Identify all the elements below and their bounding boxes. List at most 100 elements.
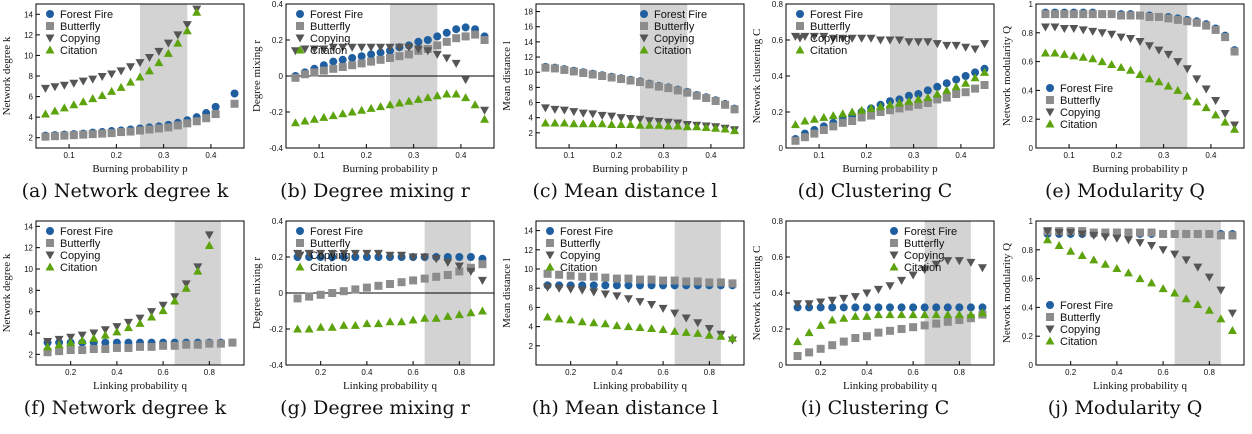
data-point bbox=[578, 119, 588, 128]
data-point bbox=[624, 274, 633, 283]
data-point bbox=[88, 94, 98, 103]
data-point bbox=[1216, 231, 1225, 240]
data-point bbox=[43, 342, 53, 351]
y-tick-label: 0.2 bbox=[272, 253, 284, 262]
axes-frame bbox=[535, 220, 745, 366]
legend-label: Copying bbox=[310, 33, 350, 45]
data-point bbox=[442, 28, 451, 37]
data-point bbox=[543, 312, 553, 321]
y-tick-label: 1 bbox=[1029, 0, 1034, 9]
data-point bbox=[98, 129, 107, 138]
data-point bbox=[329, 57, 338, 66]
x-tick-label: 0.4 bbox=[705, 151, 717, 160]
data-point bbox=[1135, 70, 1145, 79]
legend-label: Citation bbox=[1060, 119, 1097, 131]
legend-label: Butterfly bbox=[310, 238, 351, 250]
data-point bbox=[163, 39, 173, 48]
data-point bbox=[300, 116, 310, 125]
data-point bbox=[791, 136, 800, 145]
legend-label: Forest Fire bbox=[60, 9, 113, 21]
data-point bbox=[579, 68, 588, 77]
y-tick-label: 10 bbox=[24, 265, 33, 274]
legend-marker bbox=[45, 262, 55, 271]
data-point bbox=[839, 303, 848, 312]
data-point bbox=[897, 276, 907, 285]
chart-panel-3: 0.1 0.2 0.3 0.4 2 4 6 8 10 12 14 16 18 Burning probab… bbox=[500, 0, 750, 217]
data-point bbox=[540, 118, 550, 127]
data-point bbox=[1126, 65, 1136, 74]
data-point bbox=[904, 96, 914, 105]
y-tick-label: 16 bbox=[524, 23, 533, 32]
data-point bbox=[367, 50, 376, 59]
legend-marker bbox=[1046, 313, 1054, 321]
axes-frame bbox=[535, 3, 745, 149]
data-point bbox=[978, 303, 987, 312]
data-point bbox=[395, 52, 404, 61]
data-point bbox=[904, 102, 913, 111]
data-point bbox=[1173, 58, 1183, 67]
data-point bbox=[721, 100, 730, 109]
data-point bbox=[636, 78, 644, 87]
data-point bbox=[612, 292, 622, 301]
data-point bbox=[612, 281, 621, 290]
data-point bbox=[1211, 96, 1221, 105]
data-point bbox=[136, 342, 144, 351]
data-point bbox=[1182, 229, 1191, 238]
data-point bbox=[954, 310, 964, 319]
data-point bbox=[897, 303, 906, 312]
data-point bbox=[955, 316, 964, 324]
data-point bbox=[466, 263, 475, 272]
y-tick-label: 0.2 bbox=[1022, 332, 1034, 341]
data-point bbox=[362, 249, 372, 258]
data-point bbox=[154, 47, 164, 56]
data-point bbox=[716, 331, 726, 340]
y-tick-label: 0.4 bbox=[772, 289, 784, 298]
highlight-band bbox=[674, 221, 721, 365]
data-point bbox=[126, 77, 136, 86]
legend-marker bbox=[295, 262, 305, 271]
data-point bbox=[183, 119, 192, 128]
data-point bbox=[654, 82, 663, 91]
data-point bbox=[645, 80, 654, 89]
legend-marker bbox=[889, 251, 899, 260]
legend-label: Citation bbox=[310, 262, 347, 274]
data-point bbox=[873, 310, 883, 319]
data-point bbox=[635, 298, 645, 307]
data-point bbox=[89, 329, 99, 338]
chart-caption: (d) Clustering C bbox=[797, 180, 953, 202]
data-point bbox=[211, 110, 220, 119]
legend-label: Copying bbox=[1060, 324, 1100, 336]
x-tick-label: 0.3 bbox=[908, 151, 920, 160]
data-point bbox=[966, 314, 975, 323]
data-point bbox=[205, 339, 214, 348]
data-point bbox=[966, 303, 975, 312]
data-point bbox=[920, 310, 930, 319]
legend-marker bbox=[546, 227, 554, 235]
data-point bbox=[601, 281, 610, 290]
data-point bbox=[357, 43, 367, 52]
data-point bbox=[1144, 74, 1154, 83]
legend-marker bbox=[795, 34, 805, 43]
data-point bbox=[827, 315, 837, 324]
data-point bbox=[711, 97, 720, 106]
data-point bbox=[376, 55, 385, 64]
x-axis-label: Linking probability q bbox=[343, 380, 438, 392]
legend-label: Citation bbox=[1060, 336, 1097, 348]
x-tick-label: 0.2 bbox=[111, 151, 123, 160]
x-axis-label: Burning probability p bbox=[592, 163, 688, 175]
data-point bbox=[701, 123, 711, 132]
data-point bbox=[1043, 235, 1053, 244]
y-axis-label: Network clustering C bbox=[751, 29, 763, 124]
data-point bbox=[1117, 11, 1126, 20]
data-point bbox=[810, 129, 819, 138]
y-axis-label: Mean distance l bbox=[501, 258, 513, 328]
x-tick-label: 0.2 bbox=[65, 368, 77, 377]
data-point bbox=[904, 91, 913, 100]
data-point bbox=[431, 255, 441, 264]
data-point bbox=[304, 324, 314, 333]
legend-marker bbox=[46, 10, 54, 18]
data-point bbox=[351, 285, 360, 294]
data-point bbox=[1088, 54, 1098, 63]
